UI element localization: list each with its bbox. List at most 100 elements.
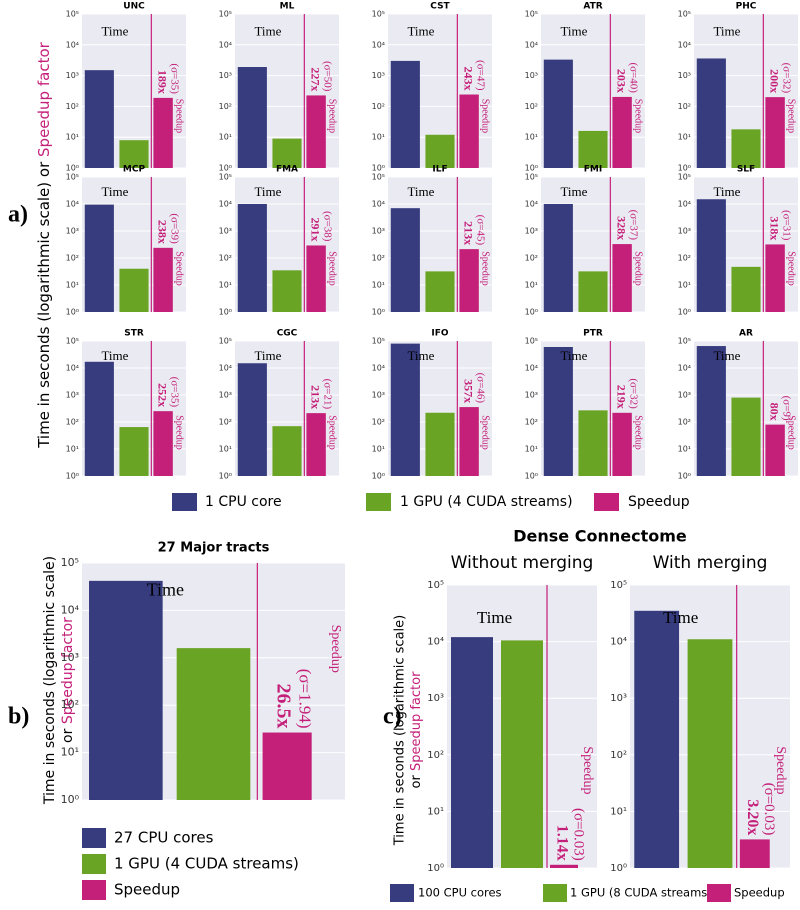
y-tick-label: 10³: [610, 693, 627, 704]
legend-swatch: [390, 884, 414, 902]
y-tick-label: 10⁵: [427, 580, 444, 591]
bar: [119, 268, 149, 312]
legend-swatch: [82, 828, 106, 848]
speedup-sigma-label: (σ=50): [321, 61, 333, 92]
y-tick-label: 10⁵: [66, 10, 79, 19]
bar: [272, 270, 302, 312]
chart-title: UNC: [123, 2, 145, 12]
y-tick-label: 10²: [61, 698, 79, 711]
y-tick-label: 10⁰: [427, 863, 444, 874]
y-tick-label: 10⁰: [525, 164, 538, 173]
time-annotation: Time: [254, 23, 281, 38]
bar: [153, 411, 173, 476]
y-tick-label: 10²: [219, 418, 232, 427]
y-tick-label: 10⁴: [678, 40, 691, 49]
speedup-annotation: Speedup: [327, 415, 338, 449]
bar: [84, 204, 114, 312]
panel-title: Dense Connectome: [513, 527, 687, 546]
speedup-annotation: Speedup: [174, 251, 185, 285]
bar: [237, 363, 267, 476]
bar: [612, 244, 632, 312]
time-annotation: Time: [147, 580, 184, 600]
chart-title: AR: [739, 329, 753, 339]
speedup-value-label: 357x: [461, 379, 475, 403]
y-tick-label: 10³: [678, 227, 691, 236]
y-tick-label: 10⁵: [61, 556, 79, 569]
y-tick-label: 10⁰: [525, 472, 538, 481]
y-axis-label-speedup: Speedup factor: [409, 671, 424, 771]
y-axis-label: or Speedup factor: [409, 671, 424, 789]
bar: [390, 343, 420, 476]
y-axis-label: Time in seconds (logarithmic scale): [42, 556, 58, 805]
y-tick-label: 10⁰: [219, 164, 232, 173]
y-tick-label: 10¹: [372, 445, 385, 454]
bar: [687, 639, 733, 868]
speedup-sigma-label: (σ=38): [321, 211, 333, 242]
speedup-value-label: 252x: [155, 383, 169, 407]
chart-title: STR: [124, 329, 144, 339]
speedup-sigma-label: (σ=21): [321, 379, 333, 410]
y-tick-label: 10³: [525, 391, 538, 400]
y-tick-label: 10²: [610, 750, 627, 761]
y-tick-label: 10⁰: [66, 308, 79, 317]
y-tick-label: 10³: [372, 391, 385, 400]
bar: [390, 60, 420, 169]
y-tick-label: 10⁴: [66, 200, 79, 209]
legend-label: 27 CPU cores: [114, 829, 214, 847]
y-tick-label: 10⁴: [61, 603, 80, 616]
y-tick-label: 10¹: [61, 746, 79, 759]
y-tick-label: 10¹: [525, 281, 538, 290]
y-tick-label: 10¹: [66, 281, 79, 290]
speedup-annotation: Speedup: [328, 625, 343, 673]
y-tick-label: 10⁴: [66, 364, 79, 373]
y-tick-label: 10²: [678, 102, 691, 111]
chart-title: SLF: [737, 165, 755, 175]
y-tick-label: 10²: [372, 254, 385, 263]
y-tick-label: 10⁴: [525, 200, 538, 209]
y-tick-label: 10²: [525, 102, 538, 111]
time-annotation: Time: [407, 184, 434, 199]
legend-label: 1 GPU (4 CUDA streams): [114, 855, 299, 873]
y-tick-label: 10²: [678, 418, 691, 427]
legend-swatch: [82, 854, 106, 874]
time-annotation: Time: [254, 184, 281, 199]
speedup-sigma-label: (σ=39): [168, 213, 180, 244]
bar: [84, 70, 114, 168]
speedup-annotation: Speedup: [786, 99, 797, 133]
y-tick-label: 10⁰: [372, 308, 385, 317]
y-tick-label: 10²: [678, 254, 691, 263]
y-tick-label: 10¹: [678, 133, 691, 142]
y-tick-label: 10⁴: [525, 40, 538, 49]
y-tick-label: 10⁵: [678, 10, 691, 19]
speedup-annotation: Speedup: [786, 415, 797, 449]
speedup-annotation: Speedup: [773, 746, 788, 794]
y-axis-label-speedup: Speedup factor: [35, 41, 53, 157]
y-tick-label: 10⁵: [219, 10, 232, 19]
bar: [578, 271, 608, 312]
speedup-annotation: Speedup: [480, 251, 491, 285]
bar: [578, 410, 608, 476]
y-tick-label: 10⁴: [372, 364, 385, 373]
y-tick-label: 10⁰: [678, 472, 691, 481]
chart-title: 27 Major tracts: [158, 541, 270, 556]
legend-swatch: [707, 884, 731, 902]
bar: [612, 96, 632, 168]
chart-title: With merging: [653, 553, 768, 573]
y-tick-label: 10⁰: [610, 863, 627, 874]
bar: [306, 245, 326, 312]
time-annotation: Time: [101, 184, 128, 199]
legend-label: 100 CPU cores: [418, 886, 502, 900]
y-tick-label: 10⁵: [219, 173, 232, 182]
speedup-annotation: Speedup: [174, 99, 185, 133]
speedup-value-label: 227x: [308, 67, 322, 91]
bar: [550, 864, 578, 868]
y-tick-label: 10⁰: [219, 308, 232, 317]
y-tick-label: 10⁴: [678, 364, 691, 373]
y-tick-label: 10⁵: [525, 10, 538, 19]
speedup-annotation: Speedup: [633, 415, 644, 449]
chart-title: ILF: [432, 165, 447, 175]
speedup-annotation: Speedup: [327, 99, 338, 133]
panel-label: c): [383, 704, 402, 730]
speedup-value-label: 243x: [461, 67, 475, 91]
